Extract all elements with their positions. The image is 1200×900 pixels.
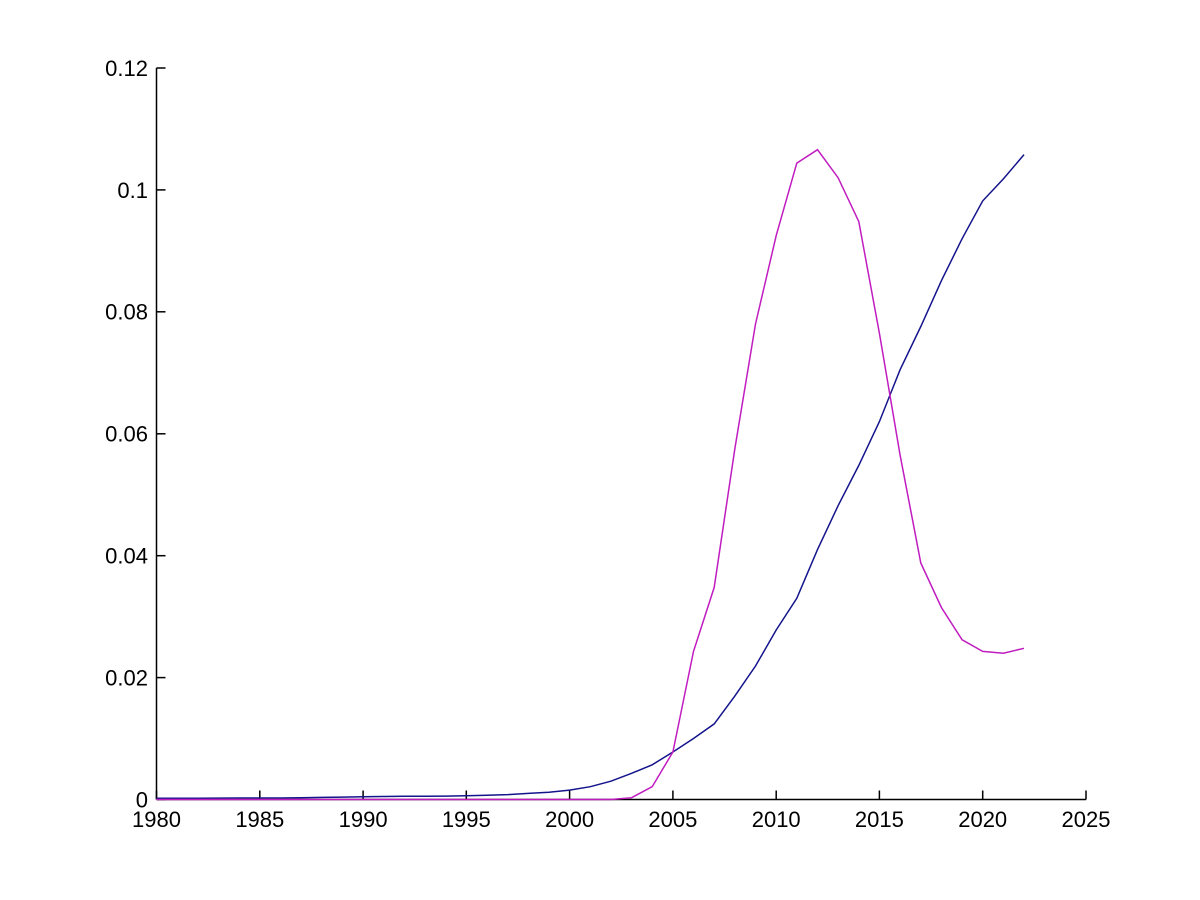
svg-text:2000: 2000 — [545, 807, 594, 832]
svg-text:0.02: 0.02 — [105, 666, 148, 691]
svg-text:0.04: 0.04 — [105, 544, 148, 569]
svg-text:2015: 2015 — [855, 807, 904, 832]
svg-text:0.08: 0.08 — [105, 300, 148, 325]
svg-text:1990: 1990 — [339, 807, 388, 832]
svg-text:0.06: 0.06 — [105, 422, 148, 447]
svg-text:0.12: 0.12 — [105, 56, 148, 81]
svg-text:1985: 1985 — [235, 807, 284, 832]
svg-text:2020: 2020 — [958, 807, 1007, 832]
svg-text:1995: 1995 — [442, 807, 491, 832]
svg-text:2005: 2005 — [648, 807, 697, 832]
svg-text:1980: 1980 — [132, 807, 181, 832]
svg-text:0.1: 0.1 — [117, 178, 148, 203]
svg-text:2025: 2025 — [1062, 807, 1111, 832]
svg-text:2010: 2010 — [752, 807, 801, 832]
svg-text:0: 0 — [136, 787, 148, 812]
